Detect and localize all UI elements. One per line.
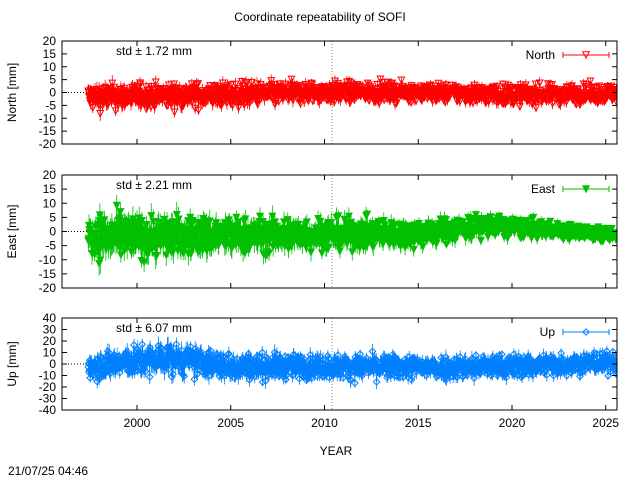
data-point-marker <box>136 80 145 89</box>
data-point-marker <box>281 80 290 89</box>
data-point-marker <box>287 75 296 84</box>
y-tick-label: 20 <box>43 34 57 48</box>
data-point-marker <box>586 77 595 86</box>
y-tick-label: -5 <box>45 98 56 112</box>
data-point-marker <box>521 81 530 90</box>
data-point-marker <box>260 83 269 92</box>
data-point-marker <box>516 81 525 90</box>
data-point-marker <box>147 212 156 221</box>
data-point-marker <box>172 210 181 219</box>
data-point-marker <box>437 82 446 91</box>
data-point-marker <box>581 51 591 60</box>
data-point-marker <box>170 80 179 89</box>
data-point-marker <box>276 82 286 91</box>
data-point-marker <box>295 82 304 91</box>
data-point-marker <box>582 81 591 90</box>
data-point-marker <box>397 76 406 85</box>
data-point-marker <box>548 81 557 90</box>
data-point-marker <box>116 208 125 217</box>
data-point-marker <box>316 217 325 226</box>
y-axis-label: North [mm] <box>5 63 19 122</box>
y-tick-label: -20 <box>39 137 57 151</box>
data-point-marker <box>268 212 277 221</box>
data-point-marker <box>327 219 336 228</box>
data-point-marker <box>492 82 502 91</box>
data-point-marker <box>184 87 193 96</box>
data-point-marker <box>330 77 340 86</box>
legend-label: North <box>526 48 555 62</box>
data-point-marker <box>267 77 276 86</box>
y-tick-label: 15 <box>43 47 57 61</box>
data-point-marker <box>258 217 268 226</box>
data-point-marker <box>243 79 252 88</box>
data-point-marker <box>535 79 544 88</box>
data-point-marker <box>227 81 236 90</box>
data-point-marker <box>108 79 117 88</box>
series-north <box>84 74 617 122</box>
data-point-marker <box>612 86 617 95</box>
data-point-marker <box>231 80 240 89</box>
data-point-marker <box>194 218 203 227</box>
y-tick-label: 10 <box>43 60 57 74</box>
y-tick-label: 5 <box>49 73 56 87</box>
y-tick-label: 0 <box>49 86 56 100</box>
data-point-marker <box>595 82 604 91</box>
data-point-marker <box>164 81 173 90</box>
y-tick-label: -10 <box>39 111 57 125</box>
data-point-marker <box>147 82 156 91</box>
data-point-marker <box>301 81 310 90</box>
data-point-marker <box>241 215 250 224</box>
data-point-marker <box>147 85 156 94</box>
data-point-marker <box>496 88 505 97</box>
y-tick-label: -15 <box>39 124 57 138</box>
data-point-marker <box>142 220 151 230</box>
std-label: std ± 1.72 mm <box>116 44 192 58</box>
data-point-marker <box>151 78 160 87</box>
data-point-marker <box>531 80 540 89</box>
data-point-marker <box>122 88 131 97</box>
data-point-marker <box>194 80 203 89</box>
chart-title: Coordinate repeatability of SOFI <box>234 10 405 24</box>
series-east <box>84 194 617 276</box>
data-point-marker <box>247 78 256 87</box>
series-line <box>87 79 617 114</box>
